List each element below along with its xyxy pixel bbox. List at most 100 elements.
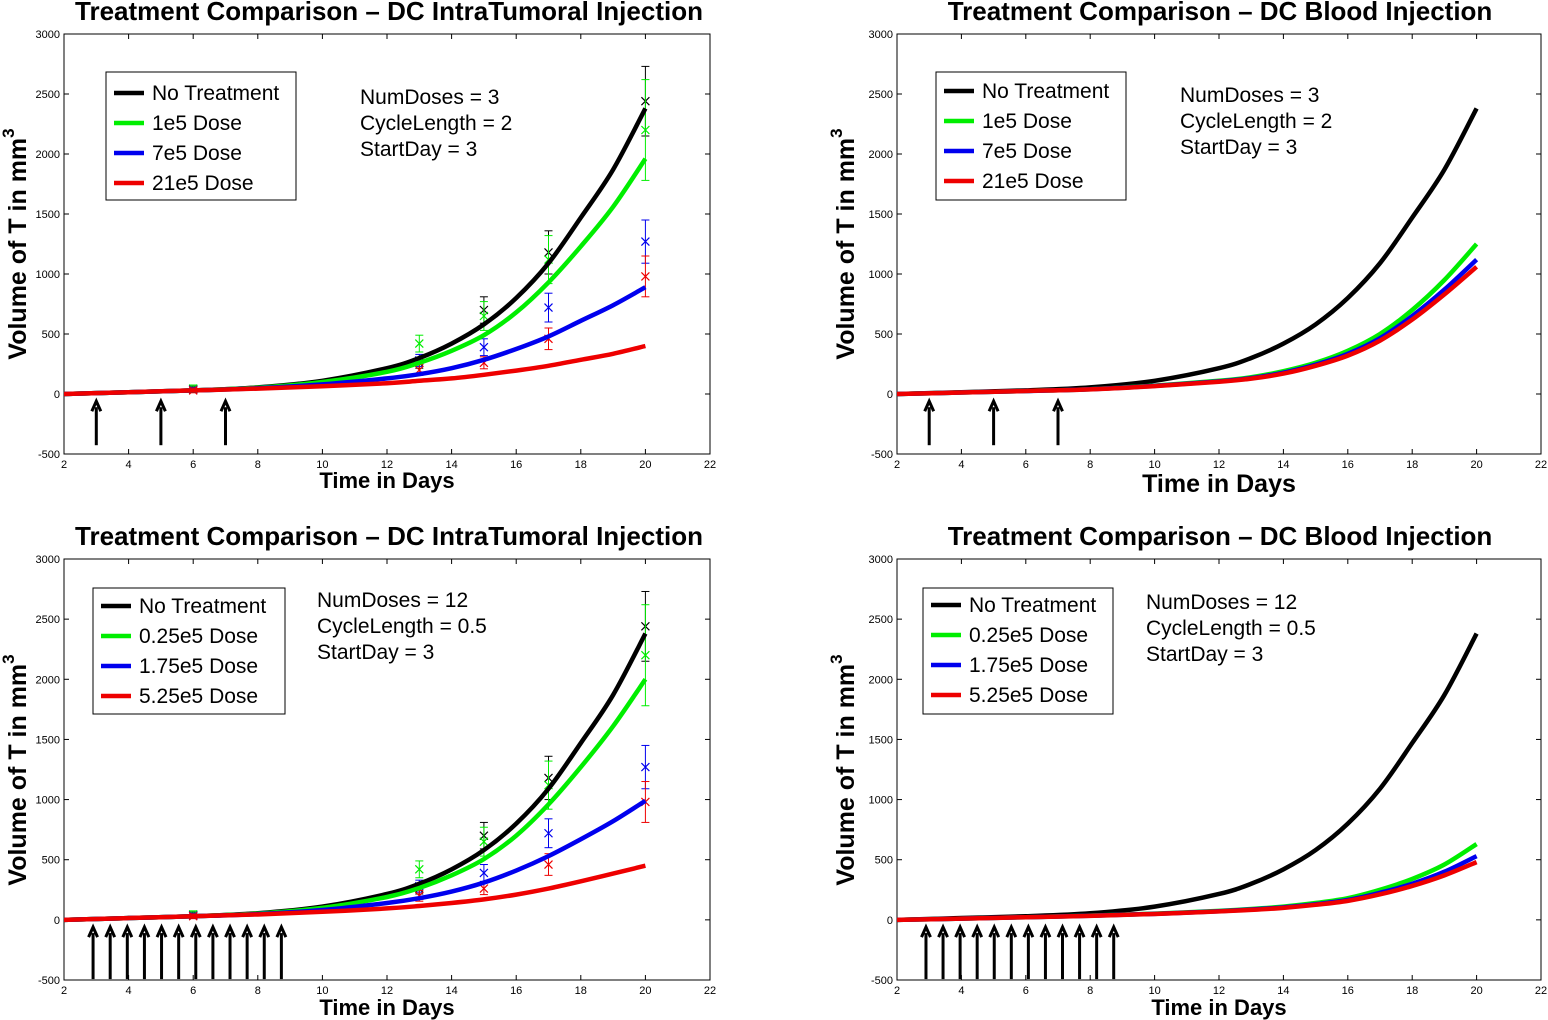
dose-arrow (121, 923, 134, 980)
dose-arrow-head (155, 923, 168, 938)
y-tick-label: 1500 (869, 209, 893, 221)
y-axis-label: Volume of T in mm3 (0, 128, 32, 359)
data-point-x-marker (414, 339, 424, 349)
x-tick-label: 6 (190, 459, 196, 471)
y-axis-label: Volume of T in mm3 (0, 654, 32, 885)
legend-entry: No Treatment (969, 594, 1096, 617)
dose-arrow (172, 923, 185, 980)
x-tick-label: 8 (1087, 459, 1093, 471)
dose-arrow (920, 923, 932, 980)
x-tick-label: 2 (61, 985, 67, 997)
data-point-x-marker (640, 650, 650, 660)
dose-arrow-head (224, 923, 236, 938)
dose-arrow (971, 923, 984, 980)
dose-arrow (258, 923, 271, 980)
dose-arrow-head (987, 397, 1000, 412)
dose-arrow (224, 923, 236, 980)
x-tick-label: 20 (639, 985, 651, 997)
y-axis-label-superscript: 3 (827, 128, 846, 137)
annotation-text: StartDay = 3 (1146, 643, 1263, 666)
x-tick-label: 8 (1087, 985, 1093, 997)
x-tick-label: 10 (316, 459, 328, 471)
y-tick-label: -500 (38, 975, 60, 987)
data-point-x-marker (640, 237, 650, 247)
series-line-high (896, 860, 1478, 923)
x-tick-label: 22 (704, 459, 716, 471)
dose-arrow (1090, 923, 1103, 980)
dose-arrow-head (1039, 923, 1052, 938)
y-axis-label-main: Volume of T in mm (832, 138, 860, 360)
x-tick-label: 2 (894, 459, 900, 471)
x-tick-label: 8 (255, 985, 261, 997)
chart-title: Treatment Comparison – DC IntraTumoral I… (75, 521, 703, 551)
x-tick-label: 10 (1148, 985, 1160, 997)
x-tick-label: 2 (61, 459, 67, 471)
chart-panel-3: 2 4 6 8 10 12 14 16 18 20 22 -500 0 500 1000 1500 2000 25… (0, 521, 716, 1020)
x-tick-label: 14 (445, 459, 457, 471)
dose-arrow (1022, 923, 1035, 980)
x-tick-label: 6 (1023, 459, 1029, 471)
x-tick-label: 16 (1342, 985, 1354, 997)
dose-arrow-head (1022, 923, 1035, 938)
error-bar-low (640, 604, 650, 707)
dose-arrow (207, 923, 219, 980)
annotation-text: StartDay = 3 (360, 138, 477, 161)
chart-panel-1: 2 4 6 8 10 12 14 16 18 20 22 -500 0 500 1000 1500 2000 25… (0, 0, 716, 493)
dose-arrow (138, 923, 151, 980)
chart-panel-4: 2 4 6 8 10 12 14 16 18 20 22 -500 0 500 1000 1500 2000 25… (827, 521, 1547, 1020)
x-tick-label: 16 (510, 985, 522, 997)
annotation-text: StartDay = 3 (1180, 136, 1297, 159)
x-tick-label: 12 (1213, 985, 1225, 997)
y-axis-label-main: Volume of T in mm (832, 664, 860, 886)
dose-arrow-head (207, 923, 219, 938)
dose-arrow-head (971, 923, 984, 938)
y-tick-label: 3000 (869, 29, 893, 41)
y-tick-label: 2500 (869, 89, 893, 101)
y-axis-label-main: Volume of T in mm (4, 138, 32, 360)
dose-arrow (1052, 397, 1064, 446)
y-tick-label: 1500 (36, 734, 60, 746)
data-point-x-marker (544, 860, 553, 869)
dose-arrow-head (937, 923, 949, 938)
x-tick-label: 16 (1342, 459, 1354, 471)
error-bar-mid (544, 818, 553, 849)
chart-panel-2: 2 4 6 8 10 12 14 16 18 20 22 -500 0 500 1000 1500 2000 25… (827, 0, 1547, 498)
y-tick-label: 0 (887, 389, 893, 401)
y-axis-label-superscript: 3 (0, 654, 18, 663)
dose-arrow-head (1052, 397, 1064, 412)
x-tick-label: 4 (126, 985, 132, 997)
y-tick-label: 1000 (869, 269, 893, 281)
data-point-x-marker (640, 271, 650, 281)
x-tick-label: 8 (255, 459, 261, 471)
x-tick-label: 4 (958, 985, 964, 997)
x-tick-label: 20 (1470, 459, 1482, 471)
x-tick-label: 14 (1277, 459, 1289, 471)
legend: No Treatment 1e5 Dose 7e5 Dose 21e5 Dose (935, 71, 1127, 201)
x-tick-label: 18 (1406, 459, 1418, 471)
annotation-text: StartDay = 3 (317, 641, 434, 664)
chart-title: Treatment Comparison – DC Blood Injectio… (948, 521, 1493, 551)
legend-box (935, 71, 1127, 201)
data-point-x-marker (544, 828, 553, 838)
x-tick-label: 14 (1277, 985, 1289, 997)
data-point-x-marker (479, 884, 489, 894)
error-bar-low (414, 860, 424, 879)
x-tick-label: 20 (639, 459, 651, 471)
series-line-high (896, 265, 1479, 397)
data-point-x-marker (479, 868, 489, 878)
x-tick-label: 14 (445, 985, 457, 997)
dose-arrow (90, 397, 103, 446)
x-axis-label: Time in Days (1142, 470, 1296, 498)
data-point-x-marker (414, 864, 424, 874)
y-axis-label: Volume of T in mm3 (827, 128, 860, 359)
dose-arrow (1107, 923, 1120, 980)
y-tick-label: 1000 (36, 795, 60, 807)
dose-arrow-head (1005, 923, 1018, 938)
y-tick-label: -500 (871, 975, 893, 987)
dose-arrow (937, 923, 949, 980)
error-bar-low (414, 334, 424, 353)
x-tick-label: 22 (704, 985, 716, 997)
dose-arrow (954, 923, 966, 980)
dose-arrow (987, 397, 1000, 446)
dose-arrow (155, 397, 167, 446)
